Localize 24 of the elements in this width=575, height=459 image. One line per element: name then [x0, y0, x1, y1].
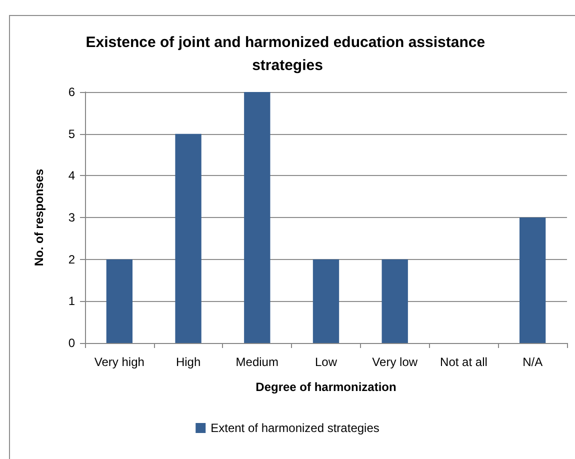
bar [519, 218, 546, 343]
bar [175, 134, 202, 343]
x-tick-label: Low [314, 355, 338, 369]
chart-title: Existence of joint and harmonized education assistance strategies [86, 34, 490, 74]
bar [106, 259, 133, 343]
x-tick-label: Not at all [440, 355, 488, 369]
y-tick-label: 3 [68, 210, 76, 224]
bar [312, 259, 340, 343]
x-tick-label: N/A [522, 355, 543, 369]
x-tick-label: Very high [94, 355, 144, 369]
x-tick-label: High [176, 355, 201, 369]
bar [244, 92, 270, 343]
x-tick-label: Very low [372, 355, 418, 369]
bar [382, 259, 408, 343]
y-tick-label: 5 [68, 126, 76, 141]
y-tick-label: 4 [68, 168, 76, 183]
y-tick-label: 6 [68, 85, 76, 99]
y-axis-title: No. of responses [32, 168, 46, 266]
legend-label: Extent of harmonized strategies [210, 421, 380, 435]
x-tick-label: Medium [236, 355, 278, 369]
y-tick-label: 2 [68, 252, 76, 266]
x-axis-title: Degree of harmonization [256, 380, 396, 394]
y-tick-label: 0 [68, 336, 76, 350]
y-tick-label: 1 [68, 294, 76, 308]
